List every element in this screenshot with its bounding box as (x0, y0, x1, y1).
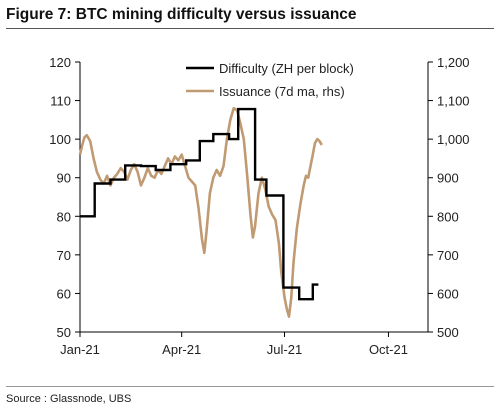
y-left-tick-label: 100 (49, 132, 71, 147)
y-right-tick-label: 1,100 (437, 94, 470, 109)
y-right-tick-label: 600 (437, 286, 459, 301)
y-left-tick-label: 90 (57, 171, 71, 186)
source-note: Source : Glassnode, UBS (6, 393, 132, 405)
x-tick-label: Jul-21 (267, 342, 302, 357)
legend-label: Issuance (7d ma, rhs) (219, 84, 345, 99)
y-left-tick-label: 80 (57, 209, 71, 224)
y-right-tick-label: 1,000 (437, 132, 470, 147)
x-tick-label: Jan-21 (60, 342, 100, 357)
series-line-difficulty (80, 107, 319, 301)
y-right-tick-label: 1,200 (437, 55, 470, 70)
y-right-tick-label: 800 (437, 209, 459, 224)
legend-label: Difficulty (ZH per block) (219, 61, 354, 76)
y-left-tick-label: 50 (57, 325, 71, 340)
x-tick-label: Oct-21 (369, 342, 408, 357)
series-layer (78, 107, 323, 318)
y-left-tick-label: 70 (57, 248, 71, 263)
y-left-tick-label: 110 (50, 94, 71, 109)
series-line-issuance (78, 107, 323, 318)
source-divider (6, 386, 494, 387)
y-left-tick-label: 60 (57, 286, 71, 301)
axes-layer: 50 60 70 80 90 100 110 120 500 600 700 800 900 1,000 1… (49, 55, 469, 357)
y-left-tick-label: 120 (49, 55, 71, 70)
title-divider (6, 28, 494, 29)
y-right-tick-label: 700 (437, 248, 459, 263)
y-right-tick-label: 900 (437, 171, 459, 186)
x-tick-label: Apr-21 (162, 342, 201, 357)
legend: Difficulty (ZH per block) Issuance (7d ma… (186, 61, 354, 99)
y-right-tick-label: 500 (437, 325, 459, 340)
chart-title: Figure 7: BTC mining difficulty versus i… (6, 6, 357, 23)
